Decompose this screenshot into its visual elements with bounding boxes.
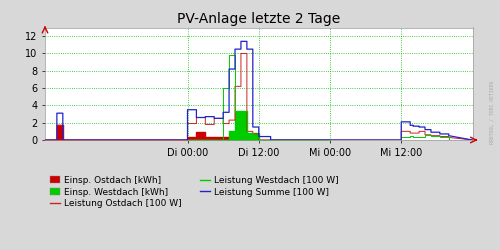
Text: RRDTOOL / TOBI OETIKER: RRDTOOL / TOBI OETIKER xyxy=(489,81,494,144)
Title: PV-Anlage letzte 2 Tage: PV-Anlage letzte 2 Tage xyxy=(177,12,340,26)
Legend: Einsp. Ostdach [kWh], Einsp. Westdach [kWh], Leistung Ostdach [100 W], Leistung : Einsp. Ostdach [kWh], Einsp. Westdach [k… xyxy=(50,176,339,208)
